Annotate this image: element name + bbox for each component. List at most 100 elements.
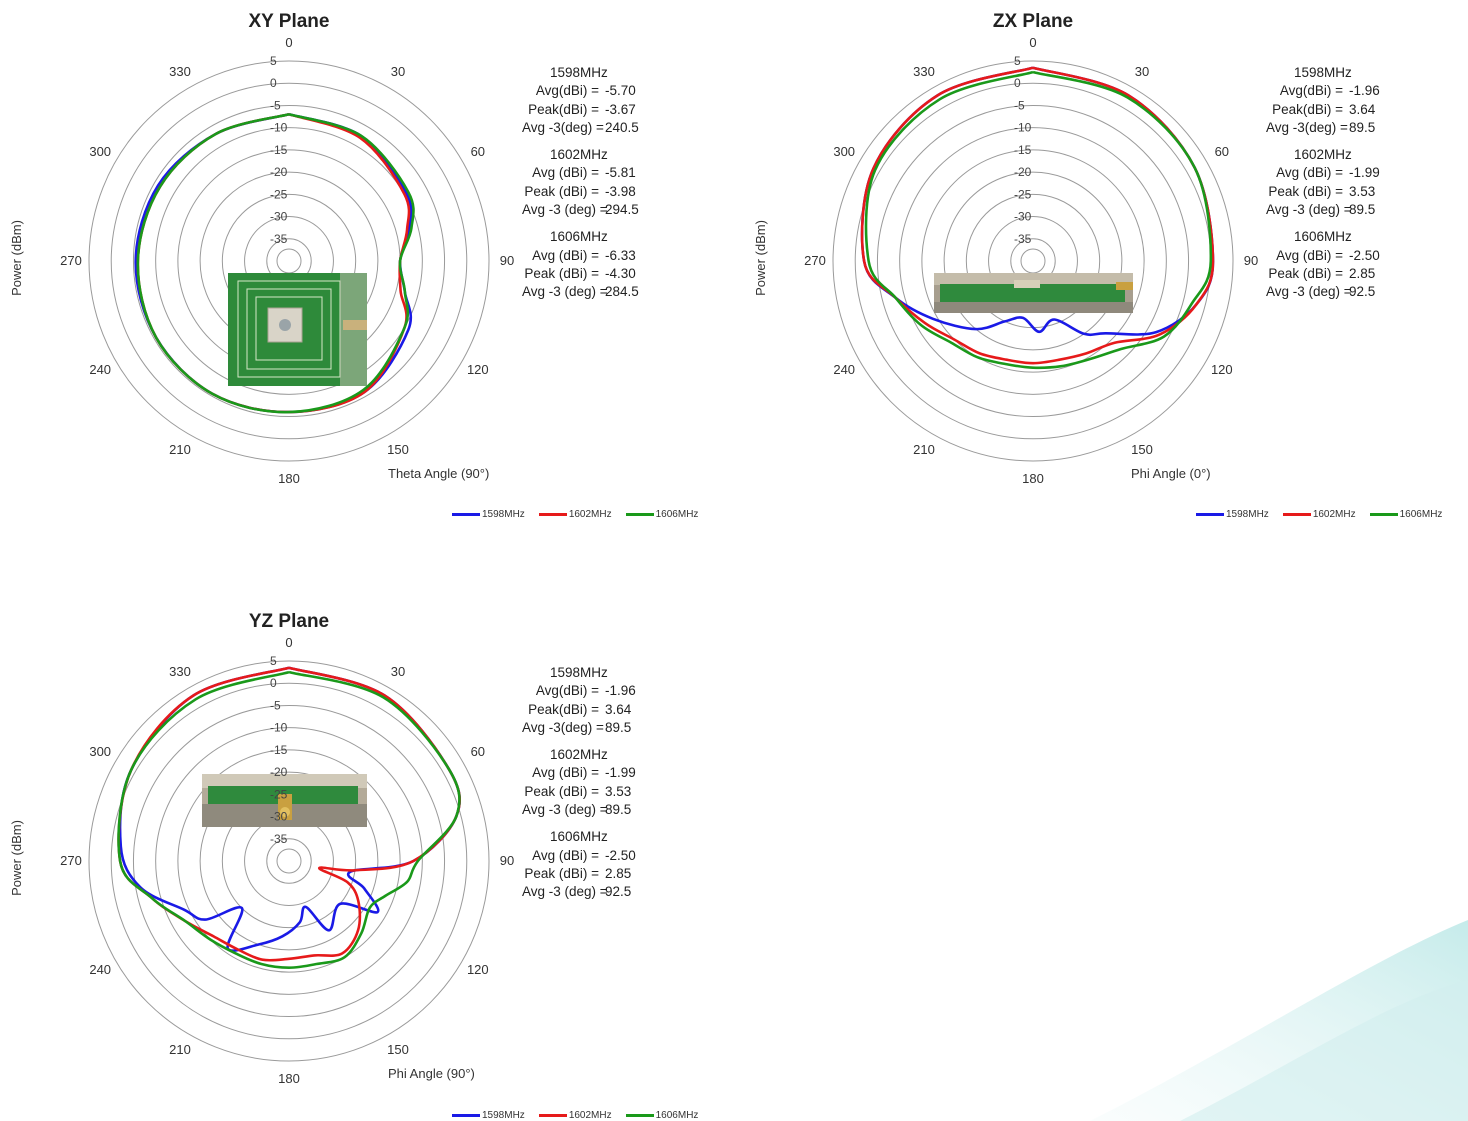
radial-tick-label: 5 xyxy=(1014,54,1021,68)
grid-ring xyxy=(199,771,379,951)
radial-tick-label: -25 xyxy=(270,187,288,201)
angle-tick-label: 300 xyxy=(89,144,111,159)
radial-tick-label: -5 xyxy=(270,98,281,112)
chart-panel-xy: XY Plane Power (dBm) Theta Angle (90°) 0… xyxy=(0,0,734,560)
radial-tick-label: -15 xyxy=(1014,143,1032,157)
stat-value: 2.85 xyxy=(605,865,632,881)
stat-value: -6.33 xyxy=(605,247,636,263)
stat-frequency: 1606MHz xyxy=(1294,229,1352,245)
radial-tick-label: -5 xyxy=(1014,98,1025,112)
legend-item: 1606MHz xyxy=(1369,509,1443,520)
stat-key: Avg (dBi) = xyxy=(532,765,599,781)
legend-label: 1606MHz xyxy=(655,509,699,520)
angle-tick-label: 270 xyxy=(60,853,82,868)
angle-axis-title: Phi Angle (90°) xyxy=(388,1066,475,1081)
angle-tick-label: 180 xyxy=(278,471,300,486)
stat-key: Avg -3(deg) = xyxy=(1266,119,1348,135)
stat-key: Avg -3 (deg) = xyxy=(522,884,608,900)
polar-grid xyxy=(832,60,1234,462)
angle-tick-label: 60 xyxy=(471,144,485,159)
stat-block: 1606MHz Avg (dBi) = -6.33 Peak (dBi) = -4.30… xyxy=(522,228,639,301)
stat-value: 89.5 xyxy=(605,719,632,735)
stat-key: Peak(dBi) = xyxy=(528,101,599,117)
stat-row: Avg -3(deg) = 89.5 xyxy=(1266,119,1380,137)
legend-label: 1598MHz xyxy=(482,509,525,520)
stat-row: Peak (dBi) = 3.53 xyxy=(1266,183,1380,201)
stat-key: Avg -3 (deg) = xyxy=(522,202,608,218)
grid-ring xyxy=(1020,248,1046,274)
stat-block: 1598MHz Avg(dBi) = -5.70 Peak(dBi) = -3.67 Av… xyxy=(522,64,639,137)
angle-ticks: 0 30 60 90 120 150 180 210 240 270 300 330 xyxy=(60,635,514,1086)
stat-frequency: 1602MHz xyxy=(550,147,608,163)
legend-item: 1606MHz xyxy=(625,509,699,520)
legend-label: 1606MHz xyxy=(1399,509,1443,520)
angle-tick-label: 90 xyxy=(500,253,514,268)
angle-tick-label: 120 xyxy=(467,362,489,377)
stat-frequency: 1602MHz xyxy=(1294,147,1352,163)
stat-value: -4.30 xyxy=(605,265,636,281)
grid-ring xyxy=(854,82,1212,440)
stat-row: Peak (dBi) = -4.30 xyxy=(522,265,639,283)
angle-tick-label: 240 xyxy=(833,362,855,377)
stat-key: Peak (dBi) = xyxy=(524,265,599,281)
angle-tick-label: 330 xyxy=(169,664,191,679)
angle-tick-label: 30 xyxy=(391,664,405,679)
stat-key: Avg(dBi) = xyxy=(1279,83,1343,99)
stat-row: Avg (dBi) = -2.50 xyxy=(522,847,636,865)
stat-value: -1.99 xyxy=(605,765,636,781)
angle-tick-label: 210 xyxy=(169,1042,191,1057)
stat-row: Avg -3 (deg) = 92.5 xyxy=(522,883,636,901)
angle-tick-label: 180 xyxy=(1022,471,1044,486)
grid-ring xyxy=(832,60,1234,462)
radial-tick-label: -20 xyxy=(1014,165,1032,179)
stat-row: Peak(dBi) = 3.64 xyxy=(1266,101,1380,119)
series-line-1606MHz xyxy=(864,70,1213,370)
stat-key: Avg -3(deg) = xyxy=(522,119,604,135)
legend-label: 1606MHz xyxy=(655,1110,699,1121)
stat-key: Peak (dBi) = xyxy=(524,183,599,199)
stat-key: Peak (dBi) = xyxy=(1268,265,1343,281)
stat-row: Avg(dBi) = -1.96 xyxy=(1266,82,1380,100)
angle-tick-label: 60 xyxy=(1215,144,1229,159)
grid-ring xyxy=(155,127,423,395)
radial-tick-label: -25 xyxy=(270,787,288,801)
radial-tick-label: -30 xyxy=(270,210,288,224)
series-layer xyxy=(134,113,415,414)
grid-ring xyxy=(88,60,490,462)
stat-row: Peak (dBi) = 2.85 xyxy=(522,865,636,883)
grid-ring xyxy=(110,82,468,440)
angle-tick-label: 240 xyxy=(89,362,111,377)
stat-value: -2.50 xyxy=(605,847,636,863)
legend-item: 1598MHz xyxy=(452,509,525,520)
stat-row: Avg (dBi) = -1.99 xyxy=(1266,164,1380,182)
stat-value: 294.5 xyxy=(605,202,639,218)
stat-key: Avg (dBi) = xyxy=(532,847,599,863)
angle-tick-label: 270 xyxy=(60,253,82,268)
radial-tick-label: -30 xyxy=(1014,210,1032,224)
grid-ring xyxy=(943,171,1123,351)
grid-ring xyxy=(899,127,1167,395)
stat-row: Avg(dBi) = -1.96 xyxy=(522,682,636,700)
angle-tick-label: 0 xyxy=(285,635,292,650)
radial-tick-label: -25 xyxy=(1014,187,1032,201)
antenna-photo-top xyxy=(228,273,367,386)
grid-ring xyxy=(876,104,1190,418)
stat-block: 1602MHz Avg (dBi) = -1.99 Peak (dBi) = 3.53 A… xyxy=(1266,146,1380,219)
stat-key: Avg (dBi) = xyxy=(1276,247,1343,263)
stat-value: -3.98 xyxy=(605,183,636,199)
legend-item: 1598MHz xyxy=(452,1110,525,1121)
stat-key: Avg -3(deg) = xyxy=(522,719,604,735)
polar-grid xyxy=(88,660,490,1062)
legend-label: 1602MHz xyxy=(568,509,612,520)
angle-tick-label: 300 xyxy=(89,744,111,759)
radial-tick-label: -10 xyxy=(270,121,288,135)
angle-tick-label: 90 xyxy=(1244,253,1258,268)
legend: 1598MHz 1602MHz 1606MHz xyxy=(452,509,698,520)
stat-block: 1602MHz Avg (dBi) = -1.99 Peak (dBi) = 3.53 A… xyxy=(522,746,636,819)
grid-ring xyxy=(132,104,446,418)
stat-value: 92.5 xyxy=(605,884,632,900)
stat-value: 89.5 xyxy=(605,802,632,818)
angle-tick-label: 240 xyxy=(89,962,111,977)
series-line-1606MHz xyxy=(136,113,415,414)
legend-swatch xyxy=(452,1114,480,1117)
